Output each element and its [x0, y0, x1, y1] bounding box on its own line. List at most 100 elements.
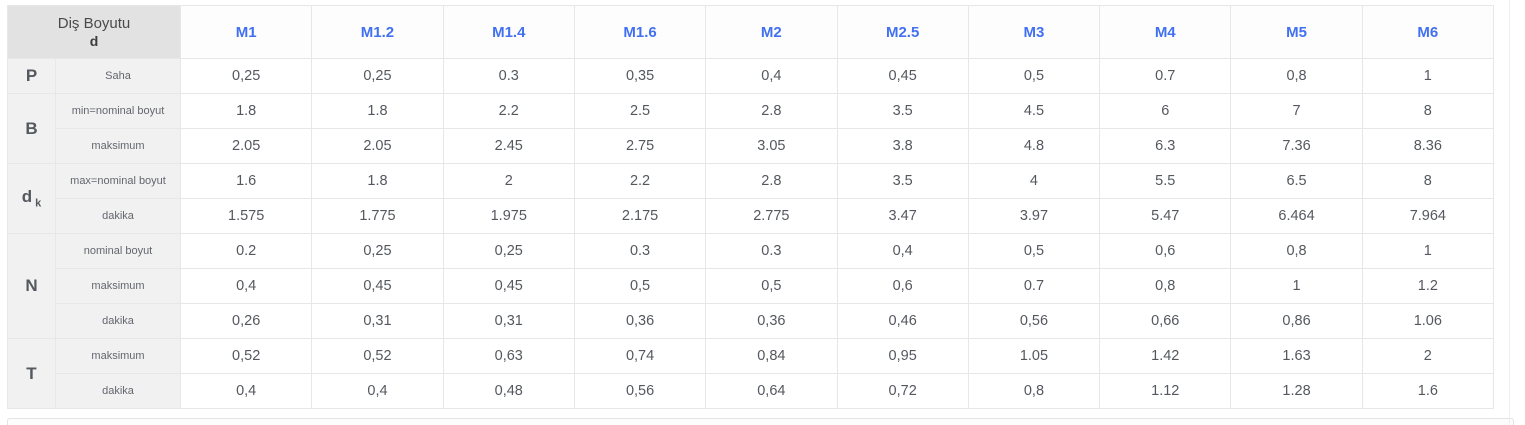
data-cell: 0,72 — [836, 373, 969, 409]
data-cell: 0.3 — [442, 58, 575, 94]
data-cell: 0,4 — [180, 373, 313, 409]
table-row: dakika 0,26 0,31 0,31 0,36 0,36 0,46 0,56 0,66 0,… — [8, 303, 1495, 339]
data-cell: 0,6 — [1099, 233, 1232, 269]
row-sublabel: dakika — [54, 373, 182, 409]
data-cell: 0,25 — [442, 233, 575, 269]
data-cell: 0,25 — [311, 58, 444, 94]
data-cell: 2.5 — [573, 93, 707, 129]
thread-dimensions-table: Diş Boyutu d M1 M1.2 M1.4 M1.6 M2 M2.5 M3 M4 M5 M… — [6, 5, 1495, 409]
row-sublabel: Saha — [54, 58, 182, 94]
row-sublabel: max=nominal boyut — [54, 163, 182, 199]
data-cell: 2.05 — [311, 128, 444, 164]
data-cell: 2 — [1361, 338, 1495, 374]
data-cell: 1.8 — [311, 163, 444, 199]
data-cell: 0,4 — [705, 58, 838, 94]
data-cell: 2.175 — [573, 198, 707, 234]
data-cell: 8.36 — [1361, 128, 1495, 164]
data-cell: 6 — [1099, 93, 1232, 129]
data-cell: 0.2 — [180, 233, 313, 269]
data-cell: 7 — [1230, 93, 1363, 129]
data-cell: 0,8 — [1230, 58, 1363, 94]
data-cell: 0,8 — [1230, 233, 1363, 269]
data-cell: 0,74 — [573, 338, 707, 374]
data-cell: 0,25 — [180, 58, 313, 94]
data-cell: 0,48 — [442, 373, 575, 409]
data-cell: 0,26 — [180, 303, 313, 339]
data-cell: 1.06 — [1361, 303, 1495, 339]
data-cell: 0,5 — [967, 233, 1101, 269]
data-cell: 0,4 — [311, 373, 444, 409]
data-cell: 0,6 — [836, 268, 969, 304]
data-cell: 0.7 — [967, 268, 1101, 304]
data-cell: 0,31 — [311, 303, 444, 339]
data-cell: 0,5 — [705, 268, 838, 304]
data-cell: 3.47 — [836, 198, 969, 234]
data-cell: 3.05 — [705, 128, 838, 164]
data-cell: 2.45 — [442, 128, 575, 164]
row-sublabel: nominal boyut — [54, 233, 182, 269]
column-header-m1.6[interactable]: M1.6 — [573, 5, 707, 59]
data-cell: 2 — [442, 163, 575, 199]
next-section-top-edge — [7, 418, 1514, 425]
column-header-m1.2[interactable]: M1.2 — [311, 5, 444, 59]
data-cell: 0,8 — [967, 373, 1101, 409]
data-cell: 0,36 — [573, 303, 707, 339]
row-sublabel: maksimum — [54, 128, 182, 164]
data-cell: 0,8 — [1099, 268, 1232, 304]
row-group-label-t: T — [7, 338, 56, 409]
data-cell: 0,64 — [705, 373, 838, 409]
data-cell: 0,45 — [836, 58, 969, 94]
data-cell: 0,52 — [180, 338, 313, 374]
header-row: Diş Boyutu d M1 M1.2 M1.4 M1.6 M2 M2.5 M3 M4 M5 M… — [6, 5, 1495, 59]
column-header-m1[interactable]: M1 — [180, 5, 313, 59]
data-cell: 0,84 — [705, 338, 838, 374]
data-cell: 4.8 — [967, 128, 1101, 164]
data-cell: 1.8 — [311, 93, 444, 129]
data-cell: 0,25 — [311, 233, 444, 269]
corner-header-cell: Diş Boyutu d — [6, 5, 182, 59]
data-cell: 4 — [967, 163, 1101, 199]
column-header-m2[interactable]: M2 — [705, 5, 838, 59]
data-cell: 0,5 — [573, 268, 707, 304]
data-cell: 1.975 — [442, 198, 575, 234]
data-cell: 1.6 — [1361, 373, 1495, 409]
data-cell: 0,56 — [967, 303, 1101, 339]
data-cell: 5.5 — [1099, 163, 1232, 199]
data-cell: 1.05 — [967, 338, 1101, 374]
data-cell: 1 — [1361, 233, 1495, 269]
data-cell: 3.5 — [836, 93, 969, 129]
data-cell: 1.775 — [311, 198, 444, 234]
data-cell: 5.47 — [1099, 198, 1232, 234]
data-cell: 1.8 — [180, 93, 313, 129]
data-cell: 0,66 — [1099, 303, 1232, 339]
data-cell: 3.5 — [836, 163, 969, 199]
data-cell: 0,31 — [442, 303, 575, 339]
table-row: d k max=nominal boyut 1.6 1.8 2 2.2 2.8 3.5 4 5.5… — [7, 163, 1495, 234]
data-cell: 2.75 — [573, 128, 707, 164]
table-row: maksimum 0,4 0,45 0,45 0,5 0,5 0,6 0.7 0,8 1 1.2 — [8, 268, 1495, 304]
data-cell: 0,63 — [442, 338, 575, 374]
data-cell: 6.464 — [1230, 198, 1363, 234]
data-cell: 0,45 — [442, 268, 575, 304]
column-header-m3[interactable]: M3 — [967, 5, 1101, 59]
data-cell: 3.8 — [836, 128, 969, 164]
data-cell: 0,86 — [1230, 303, 1363, 339]
column-header-m1.4[interactable]: M1.4 — [442, 5, 575, 59]
column-header-m4[interactable]: M4 — [1099, 5, 1232, 59]
data-cell: 0,36 — [705, 303, 838, 339]
data-cell: 1.12 — [1099, 373, 1232, 409]
data-cell: 2.2 — [573, 163, 707, 199]
column-header-m6[interactable]: M6 — [1361, 5, 1495, 59]
data-cell: 2.8 — [705, 93, 838, 129]
corner-title: Diş Boyutu — [57, 15, 131, 32]
row-sublabel: maksimum — [54, 338, 182, 374]
data-cell: 8 — [1361, 163, 1495, 199]
column-header-m5[interactable]: M5 — [1230, 5, 1363, 59]
row-sublabel: dakika — [54, 303, 182, 339]
column-header-m2.5[interactable]: M2.5 — [836, 5, 969, 59]
